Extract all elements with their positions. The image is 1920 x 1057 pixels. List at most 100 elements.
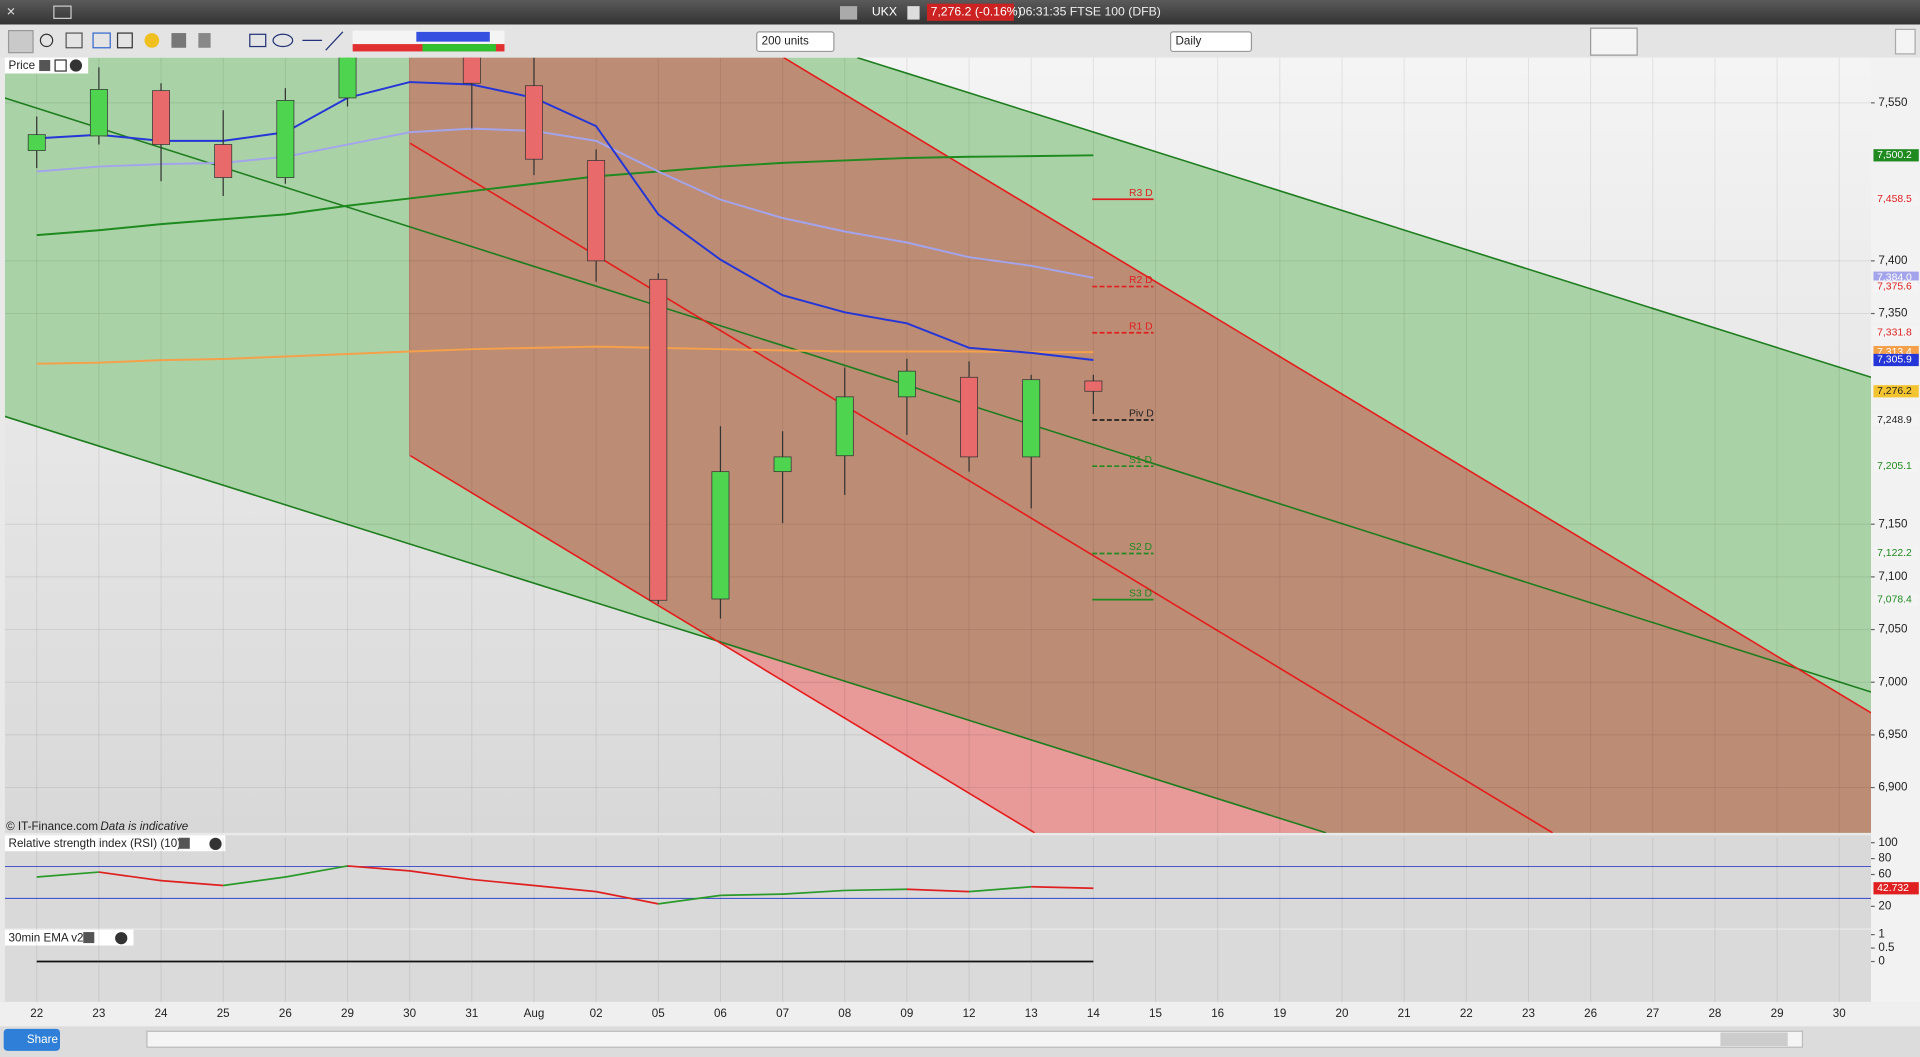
pivot-name: S2 D xyxy=(1129,542,1152,553)
x-tick-label: 31 xyxy=(465,1007,478,1020)
value-box xyxy=(1873,882,1919,895)
settings-icon[interactable] xyxy=(178,837,190,849)
x-tick-label: 29 xyxy=(341,1007,354,1020)
value-label: 7,375.6 xyxy=(1877,281,1912,292)
line-segment xyxy=(98,871,162,882)
tool[interactable] xyxy=(116,32,133,49)
line-segment xyxy=(471,878,535,887)
x-tick-label: 12 xyxy=(963,1007,976,1020)
price-box xyxy=(926,3,1014,21)
line-segment xyxy=(223,876,286,887)
x-tick-label: 25 xyxy=(217,1007,230,1020)
value-box xyxy=(1873,193,1919,206)
value-box xyxy=(1873,353,1919,367)
info-icon[interactable] xyxy=(907,6,920,20)
y-tick-label: 1 xyxy=(1878,928,1884,941)
y-tick-label: 6,950 xyxy=(1878,728,1908,741)
y-tick-label: 80 xyxy=(1878,852,1891,865)
tool[interactable] xyxy=(7,30,34,54)
x-tick-label: 23 xyxy=(92,1007,105,1020)
y-tick-label: 7,350 xyxy=(1878,307,1908,320)
pivot-name: R3 D xyxy=(1129,188,1153,199)
chart-type-button[interactable] xyxy=(1590,27,1638,56)
brown-channel xyxy=(408,57,1872,833)
x-tick-label: 30 xyxy=(403,1007,416,1020)
swatch[interactable] xyxy=(416,31,490,42)
value-label: 7,248.9 xyxy=(1877,415,1912,426)
tool[interactable] xyxy=(198,33,211,48)
x-tick-label: 09 xyxy=(900,1007,913,1020)
settings-icon[interactable] xyxy=(83,932,95,944)
tool[interactable] xyxy=(92,32,111,49)
candle-body xyxy=(214,144,233,178)
icon[interactable]: ✕ xyxy=(6,5,16,18)
interval-select[interactable] xyxy=(1170,31,1253,53)
x-tick-label: 06 xyxy=(714,1007,727,1020)
x-tick-label: 30 xyxy=(1833,1007,1846,1020)
candle-body xyxy=(711,471,730,600)
candle-body xyxy=(773,456,792,473)
value-label: 7,122.2 xyxy=(1877,548,1912,559)
x-tick-label: 26 xyxy=(1584,1007,1597,1020)
tool[interactable] xyxy=(39,33,54,48)
side-button[interactable] xyxy=(1894,28,1916,55)
y-labels: 6,900 6,950 7,000 7,050 7,100 7,150 7,350 7,400… xyxy=(1871,96,1919,968)
tool[interactable] xyxy=(144,33,160,48)
rsi-panel xyxy=(4,835,1872,929)
instrument: UKX xyxy=(872,4,897,18)
color-palette[interactable] xyxy=(352,30,505,52)
close-icon[interactable] xyxy=(209,837,222,851)
y-tick-label: 100 xyxy=(1878,836,1898,849)
icon[interactable] xyxy=(840,6,858,20)
value-label: 7,384.0 xyxy=(1877,272,1912,283)
close-icon[interactable] xyxy=(115,932,128,945)
candle-body xyxy=(89,89,108,137)
x-tick-label: 27 xyxy=(1646,1007,1659,1020)
value-label: 42.732 xyxy=(1877,883,1909,894)
pivot-name: S3 D xyxy=(1129,588,1152,599)
value-box xyxy=(1873,280,1919,293)
tool-icons xyxy=(7,30,505,54)
candle-body xyxy=(276,100,295,178)
trend-line xyxy=(409,454,1036,833)
candle-body xyxy=(152,90,170,145)
candle-body xyxy=(587,160,606,262)
share-button[interactable] xyxy=(3,1028,60,1051)
scrollbar[interactable] xyxy=(146,1030,1804,1048)
panel-title: 30min EMA v2 xyxy=(9,931,84,944)
y-tick-label: 6,900 xyxy=(1878,781,1908,794)
x-tick-label: 21 xyxy=(1398,1007,1411,1020)
candle-body xyxy=(525,85,543,160)
swatch[interactable] xyxy=(422,44,496,52)
pivot-name: R1 D xyxy=(1129,321,1153,332)
line-segment xyxy=(409,870,472,881)
panel-header xyxy=(4,929,134,946)
line-segment xyxy=(658,894,721,905)
moving-average xyxy=(36,345,1094,365)
units-select[interactable] xyxy=(756,31,835,53)
x-axis xyxy=(0,1001,1920,1027)
panel-header xyxy=(4,835,226,852)
y-tick-label: 7,150 xyxy=(1878,517,1908,530)
rsi-marks xyxy=(4,865,1872,905)
icon[interactable] xyxy=(53,5,72,19)
scroll-thumb[interactable] xyxy=(1720,1032,1788,1046)
channels: R3 D R2 D R1 D Piv D S1 D S2 D S3 D xyxy=(4,57,1872,833)
tool[interactable] xyxy=(325,31,344,51)
x-tick-label: 08 xyxy=(838,1007,851,1020)
tool[interactable] xyxy=(65,32,83,49)
tool[interactable] xyxy=(272,33,294,48)
value-box xyxy=(1873,593,1919,606)
close-icon[interactable] xyxy=(69,59,83,72)
tool[interactable] xyxy=(249,33,267,48)
value-label: 7,276.2 xyxy=(1877,386,1912,397)
x-tick-label: 13 xyxy=(1025,1007,1038,1020)
window-icon[interactable] xyxy=(54,59,67,72)
value-axis xyxy=(1871,57,1920,1002)
settings-icon[interactable] xyxy=(39,60,51,72)
tool[interactable] xyxy=(171,33,187,48)
disclaimer: Data is indicative xyxy=(100,820,188,833)
value-box xyxy=(1873,547,1919,560)
x-tick-label: 23 xyxy=(1522,1007,1535,1020)
